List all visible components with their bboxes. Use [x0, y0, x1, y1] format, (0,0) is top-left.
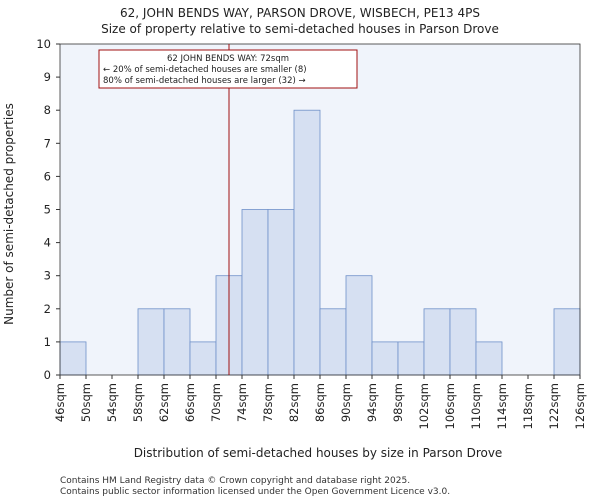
x-axis-ticks: 46sqm 50sqm 54sqm 58sqm 62sqm 66sqm 70sqm 74sqm…: [53, 375, 587, 429]
x-tick-label: 70sqm: [209, 383, 223, 422]
annotation-title: 62 JOHN BENDS WAY: 72sqm: [167, 54, 289, 64]
annotation-box: 62 JOHN BENDS WAY: 72sqm ← 20% of semi-d…: [98, 49, 358, 89]
bars: [59, 109, 581, 376]
x-tick-label: 66sqm: [183, 383, 197, 422]
bar-62sqm: [163, 308, 191, 376]
x-tick-label: 46sqm: [53, 383, 67, 422]
x-tick-label: 98sqm: [391, 383, 405, 422]
chart-subtitle: Size of property relative to semi-detach…: [101, 22, 499, 36]
x-tick-label: 82sqm: [287, 383, 301, 422]
x-tick-label: 122sqm: [547, 383, 561, 429]
y-tick-label: 2: [44, 302, 51, 316]
bar-122sqm: [553, 308, 581, 376]
bar-102sqm: [423, 308, 451, 376]
y-tick-label: 1: [44, 335, 51, 349]
bar-106sqm: [449, 308, 477, 376]
y-tick-label: 7: [44, 136, 51, 150]
y-tick-label: 10: [36, 37, 51, 51]
x-axis-label: Distribution of semi-detached houses by …: [134, 446, 503, 460]
x-tick-label: 58sqm: [131, 383, 145, 422]
bar-78sqm: [267, 209, 295, 376]
bar-86sqm: [319, 308, 347, 376]
x-tick-label: 110sqm: [469, 383, 483, 429]
bar-98sqm: [397, 341, 425, 376]
footer-line-2: Contains public sector information licen…: [60, 487, 450, 497]
x-tick-label: 94sqm: [365, 383, 379, 422]
bar-94sqm: [371, 341, 399, 376]
x-tick-label: 126sqm: [573, 383, 587, 429]
footer-line-1: Contains HM Land Registry data © Crown c…: [60, 476, 410, 486]
x-tick-label: 118sqm: [521, 383, 535, 429]
x-tick-label: 62sqm: [157, 383, 171, 422]
y-tick-label: 5: [44, 203, 51, 217]
bar-82sqm: [293, 109, 321, 376]
y-tick-label: 4: [44, 236, 51, 250]
bar-46sqm: [59, 341, 87, 376]
bar-90sqm: [345, 275, 373, 376]
x-tick-label: 50sqm: [79, 383, 93, 422]
y-tick-label: 8: [44, 103, 51, 117]
bar-110sqm: [475, 341, 503, 376]
plot-frame: [59, 43, 581, 376]
bar-74sqm: [241, 209, 269, 376]
chart-title: 62, JOHN BENDS WAY, PARSON DROVE, WISBEC…: [120, 6, 480, 20]
annotation-smaller: ← 20% of semi-detached houses are smalle…: [103, 65, 307, 75]
y-tick-label: 0: [44, 368, 51, 382]
x-tick-label: 78sqm: [261, 383, 275, 422]
y-tick-label: 3: [44, 269, 51, 283]
y-tick-label: 9: [44, 70, 51, 84]
x-tick-label: 90sqm: [339, 383, 353, 422]
x-tick-label: 86sqm: [313, 383, 327, 422]
x-tick-label: 114sqm: [495, 383, 509, 429]
bar-66sqm: [189, 341, 217, 376]
y-axis-ticks: 0 1 2 3 4 5 6 7 8 9 10: [36, 37, 60, 382]
bar-58sqm: [137, 308, 165, 376]
x-tick-label: 54sqm: [105, 383, 119, 422]
x-tick-label: 102sqm: [417, 383, 431, 429]
x-tick-label: 106sqm: [443, 383, 457, 429]
annotation-larger: 80% of semi-detached houses are larger (…: [103, 76, 306, 86]
y-axis-label: Number of semi-detached properties: [2, 103, 16, 325]
x-tick-label: 74sqm: [235, 383, 249, 422]
y-tick-label: 6: [44, 169, 51, 183]
